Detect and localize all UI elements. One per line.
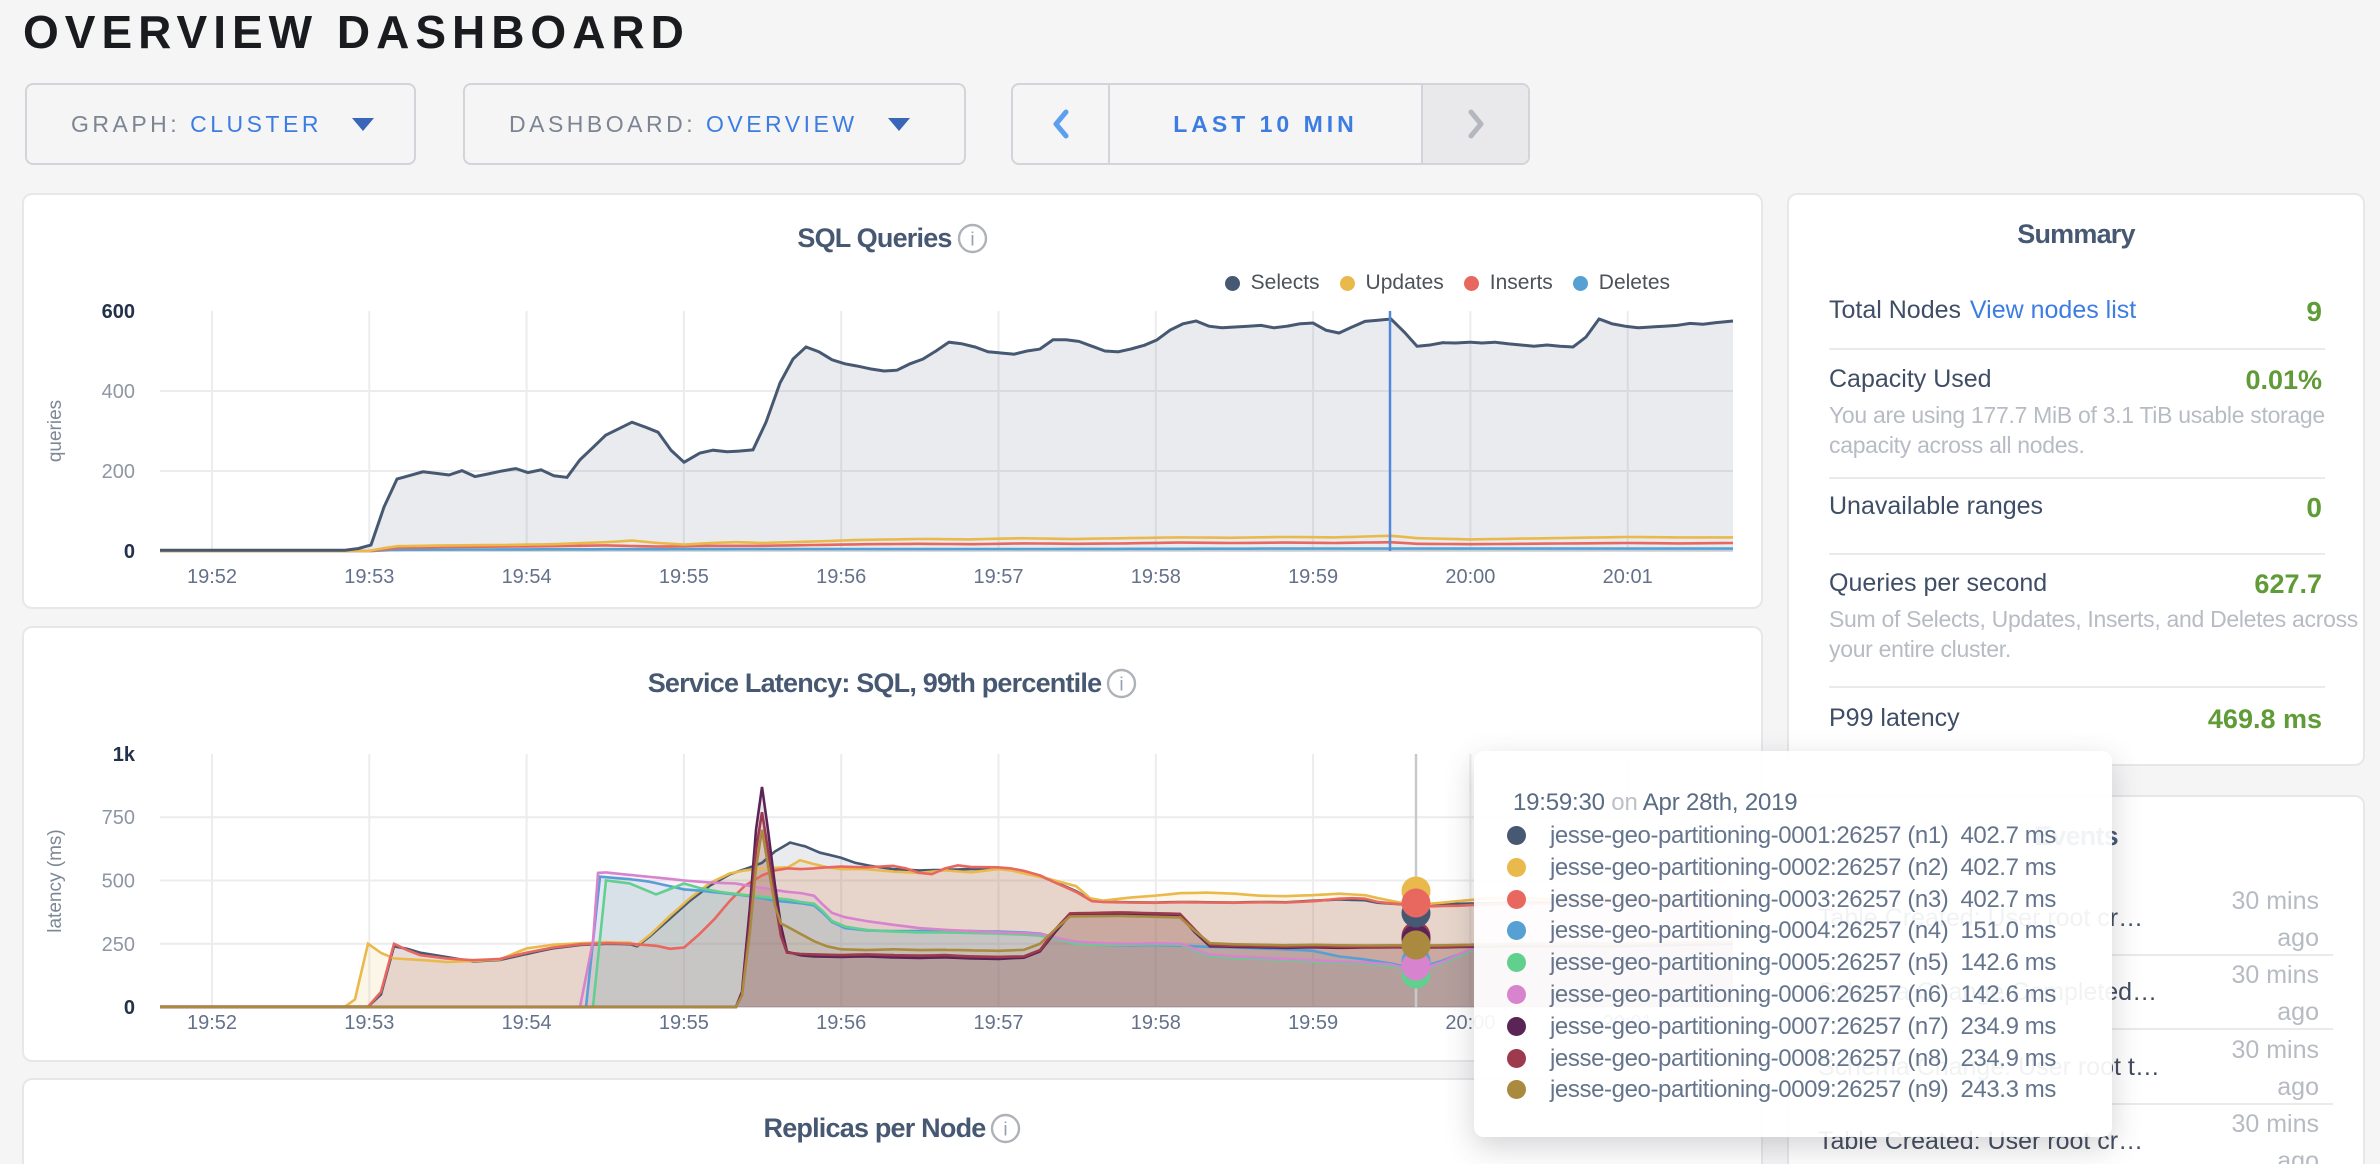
- svg-text:19:55: 19:55: [659, 566, 709, 588]
- svg-text:750: 750: [102, 807, 135, 829]
- svg-text:0: 0: [124, 541, 135, 563]
- svg-text:latency (ms): latency (ms): [45, 829, 66, 932]
- svg-text:20:01: 20:01: [1603, 566, 1653, 588]
- svg-text:19:58: 19:58: [1131, 1012, 1181, 1034]
- svg-text:19:55: 19:55: [659, 1012, 709, 1034]
- svg-text:0: 0: [124, 997, 135, 1019]
- svg-text:19:54: 19:54: [502, 1012, 552, 1034]
- svg-text:19:53: 19:53: [344, 1012, 394, 1034]
- svg-text:19:57: 19:57: [973, 566, 1023, 588]
- svg-text:19:59: 19:59: [1288, 1012, 1338, 1034]
- svg-text:200: 200: [102, 461, 135, 483]
- svg-text:250: 250: [102, 934, 135, 956]
- svg-text:i: i: [1004, 1120, 1008, 1141]
- svg-text:19:53: 19:53: [344, 566, 394, 588]
- svg-text:19:56: 19:56: [816, 1012, 866, 1034]
- svg-text:20:00: 20:00: [1445, 566, 1495, 588]
- svg-text:19:52: 19:52: [187, 1012, 237, 1034]
- svg-text:500: 500: [102, 871, 135, 893]
- svg-text:i: i: [1120, 675, 1124, 696]
- svg-text:19:58: 19:58: [1131, 566, 1181, 588]
- svg-text:1k: 1k: [113, 744, 136, 766]
- svg-text:19:59: 19:59: [1288, 566, 1338, 588]
- svg-text:19:57: 19:57: [973, 1012, 1023, 1034]
- svg-text:i: i: [970, 230, 974, 251]
- svg-text:600: 600: [102, 301, 135, 323]
- svg-text:400: 400: [102, 381, 135, 403]
- svg-text:19:56: 19:56: [816, 566, 866, 588]
- svg-text:19:52: 19:52: [187, 566, 237, 588]
- svg-text:19:54: 19:54: [502, 566, 552, 588]
- svg-text:queries: queries: [45, 400, 66, 462]
